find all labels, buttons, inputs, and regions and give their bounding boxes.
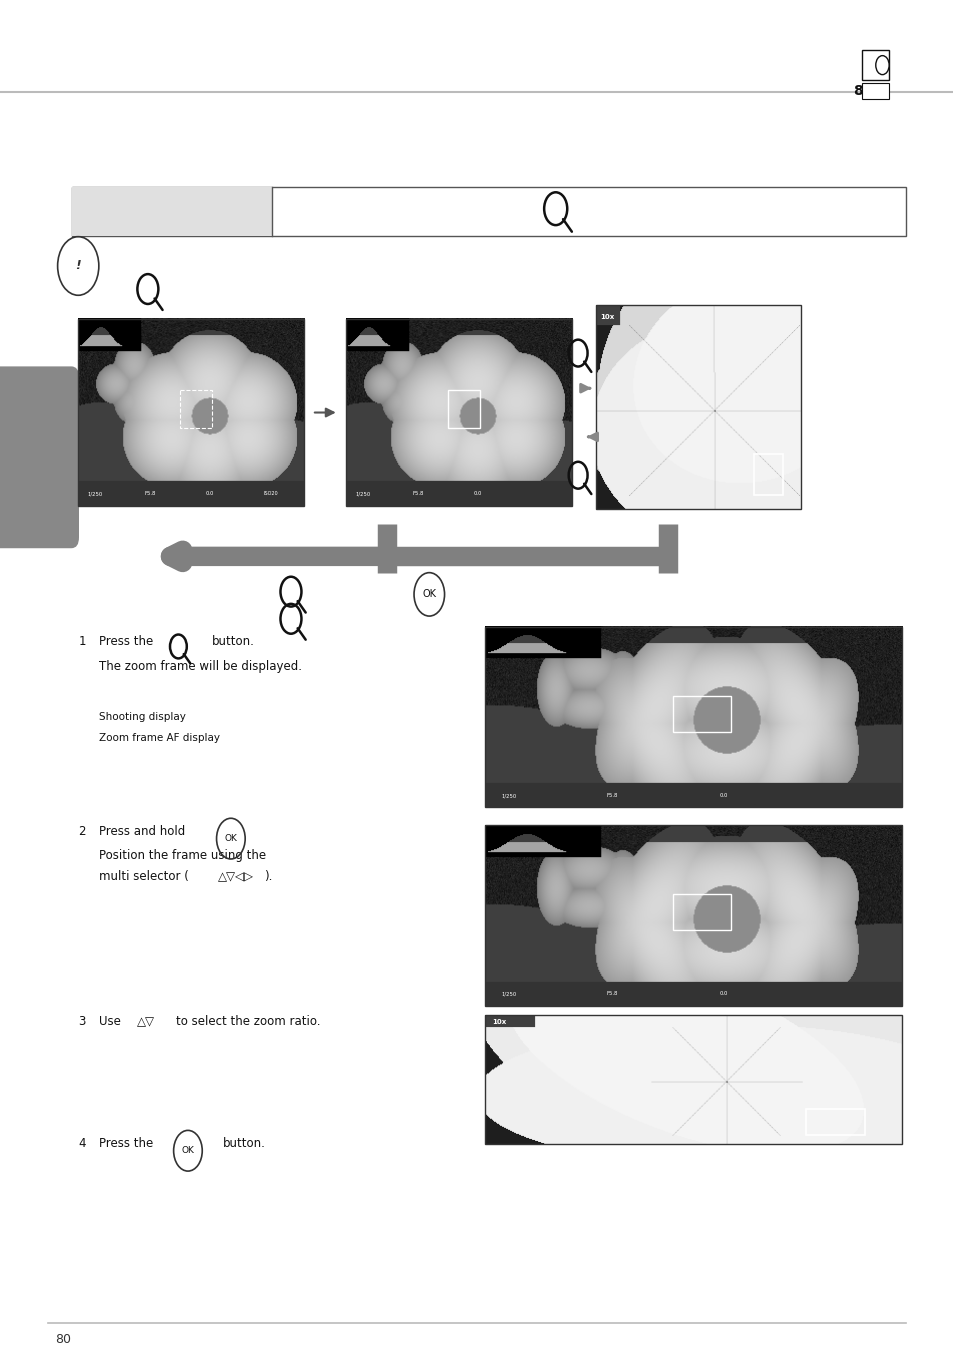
Bar <box>672 894 730 930</box>
Text: multi selector (: multi selector ( <box>99 870 189 883</box>
Text: 80: 80 <box>853 84 872 98</box>
Text: △▽◁▷: △▽◁▷ <box>218 870 254 883</box>
Text: 0.0: 0.0 <box>719 992 727 996</box>
Bar <box>862 50 888 80</box>
Text: ISO20: ISO20 <box>263 491 278 497</box>
Bar <box>484 627 902 807</box>
FancyBboxPatch shape <box>0 366 79 548</box>
Text: 0.0: 0.0 <box>473 491 481 497</box>
Text: !: ! <box>75 259 81 273</box>
Circle shape <box>875 56 888 75</box>
Text: button.: button. <box>212 635 254 649</box>
Bar <box>754 453 782 495</box>
Text: OK: OK <box>422 589 436 600</box>
Bar <box>71 187 905 236</box>
Bar <box>78 319 304 506</box>
Text: F5.8: F5.8 <box>412 491 423 497</box>
Text: 3: 3 <box>78 1015 86 1029</box>
Bar <box>180 389 212 427</box>
Text: Zoom frame AF display: Zoom frame AF display <box>99 733 220 742</box>
Text: 1/250: 1/250 <box>87 491 102 497</box>
Bar <box>672 696 730 731</box>
Text: 4: 4 <box>78 1137 86 1151</box>
Text: 2: 2 <box>78 825 86 839</box>
Bar <box>484 1015 902 1144</box>
Text: to select the zoom ratio.: to select the zoom ratio. <box>175 1015 319 1029</box>
Text: OK: OK <box>181 1147 194 1155</box>
Text: 80: 80 <box>55 1333 71 1346</box>
Text: 0.0: 0.0 <box>205 491 213 497</box>
Text: F5.8: F5.8 <box>606 992 618 996</box>
Text: Press the: Press the <box>99 635 153 649</box>
Bar <box>346 319 572 506</box>
Bar <box>596 305 801 509</box>
Text: OK: OK <box>224 835 237 843</box>
Text: ).: ). <box>264 870 273 883</box>
Bar <box>805 1109 864 1134</box>
Bar <box>484 825 902 1006</box>
Text: Use: Use <box>99 1015 121 1029</box>
Text: 10x: 10x <box>599 313 614 319</box>
Text: Press and hold: Press and hold <box>99 825 185 839</box>
Bar <box>0 377 65 537</box>
Text: button.: button. <box>223 1137 266 1151</box>
Bar <box>862 83 888 99</box>
Text: △▽: △▽ <box>137 1015 155 1029</box>
Text: Press the: Press the <box>99 1137 153 1151</box>
Bar <box>71 187 272 236</box>
Text: Position the frame using the: Position the frame using the <box>99 849 266 863</box>
Text: 10x: 10x <box>492 1019 506 1025</box>
Text: F5.8: F5.8 <box>144 491 155 497</box>
Bar <box>448 389 479 427</box>
Text: 1/250: 1/250 <box>501 992 517 996</box>
Text: 1/250: 1/250 <box>355 491 370 497</box>
Text: 0.0: 0.0 <box>719 794 727 798</box>
Text: F5.8: F5.8 <box>606 794 618 798</box>
Text: 1: 1 <box>78 635 86 649</box>
Text: The zoom frame will be displayed.: The zoom frame will be displayed. <box>99 660 302 673</box>
Text: 1/250: 1/250 <box>501 794 517 798</box>
Text: Shooting display: Shooting display <box>99 712 186 722</box>
